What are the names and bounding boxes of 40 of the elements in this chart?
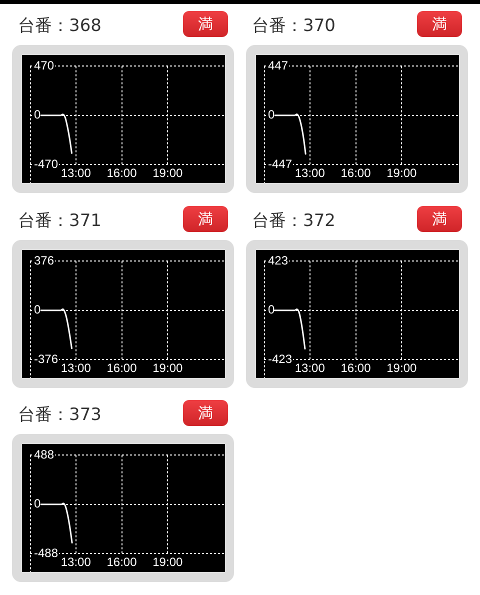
chart-title: 台番：372: [252, 210, 336, 232]
chart-title: 台番：368: [18, 15, 102, 37]
y-tick-label: 0: [268, 108, 275, 122]
x-tick-label: 19:00: [152, 166, 183, 180]
chart-title: 台番：371: [18, 210, 102, 232]
x-tick-label: 19:00: [152, 361, 183, 376]
y-tick-label: 423: [268, 254, 288, 268]
text: 満: [432, 14, 447, 32]
x-tick-label: 16:00: [106, 361, 138, 376]
x-tick-label: 16:00: [106, 555, 138, 570]
x-tick-label: 19:00: [386, 166, 417, 180]
text: 満: [198, 404, 213, 422]
y-tick-label: -447: [268, 156, 292, 171]
y-tick-label: 0: [268, 302, 275, 317]
y-tick-label: -470: [34, 156, 58, 171]
text: 満: [198, 14, 213, 32]
y-tick-label: 447: [268, 58, 288, 73]
x-tick-label: 16:00: [106, 166, 138, 180]
y-tick-label: 0: [34, 496, 41, 511]
x-tick-label: 16:00: [340, 166, 372, 180]
y-tick-label: -376: [34, 352, 58, 366]
y-tick-label: -423: [268, 352, 292, 366]
y-tick-label: 0: [34, 302, 41, 317]
chart-title: 台番：370: [252, 15, 336, 37]
x-tick-label: 13:00: [60, 555, 92, 570]
x-tick-label: 13:00: [294, 166, 326, 180]
text: 満: [198, 210, 213, 228]
x-tick-label: 13:00: [294, 361, 326, 376]
y-tick-label: 488: [34, 448, 54, 462]
x-tick-label: 19:00: [386, 361, 417, 376]
x-tick-label: 13:00: [60, 361, 92, 376]
x-tick-label: 13:00: [60, 166, 92, 180]
x-tick-label: 16:00: [340, 361, 372, 376]
y-tick-label: 470: [34, 58, 54, 73]
y-tick-label: 376: [34, 254, 54, 268]
y-tick-label: 0: [34, 108, 41, 122]
y-tick-label: -488: [34, 546, 58, 560]
x-tick-label: 19:00: [152, 555, 183, 570]
chart-title: 台番：373: [18, 404, 102, 426]
text: 満: [432, 210, 447, 228]
